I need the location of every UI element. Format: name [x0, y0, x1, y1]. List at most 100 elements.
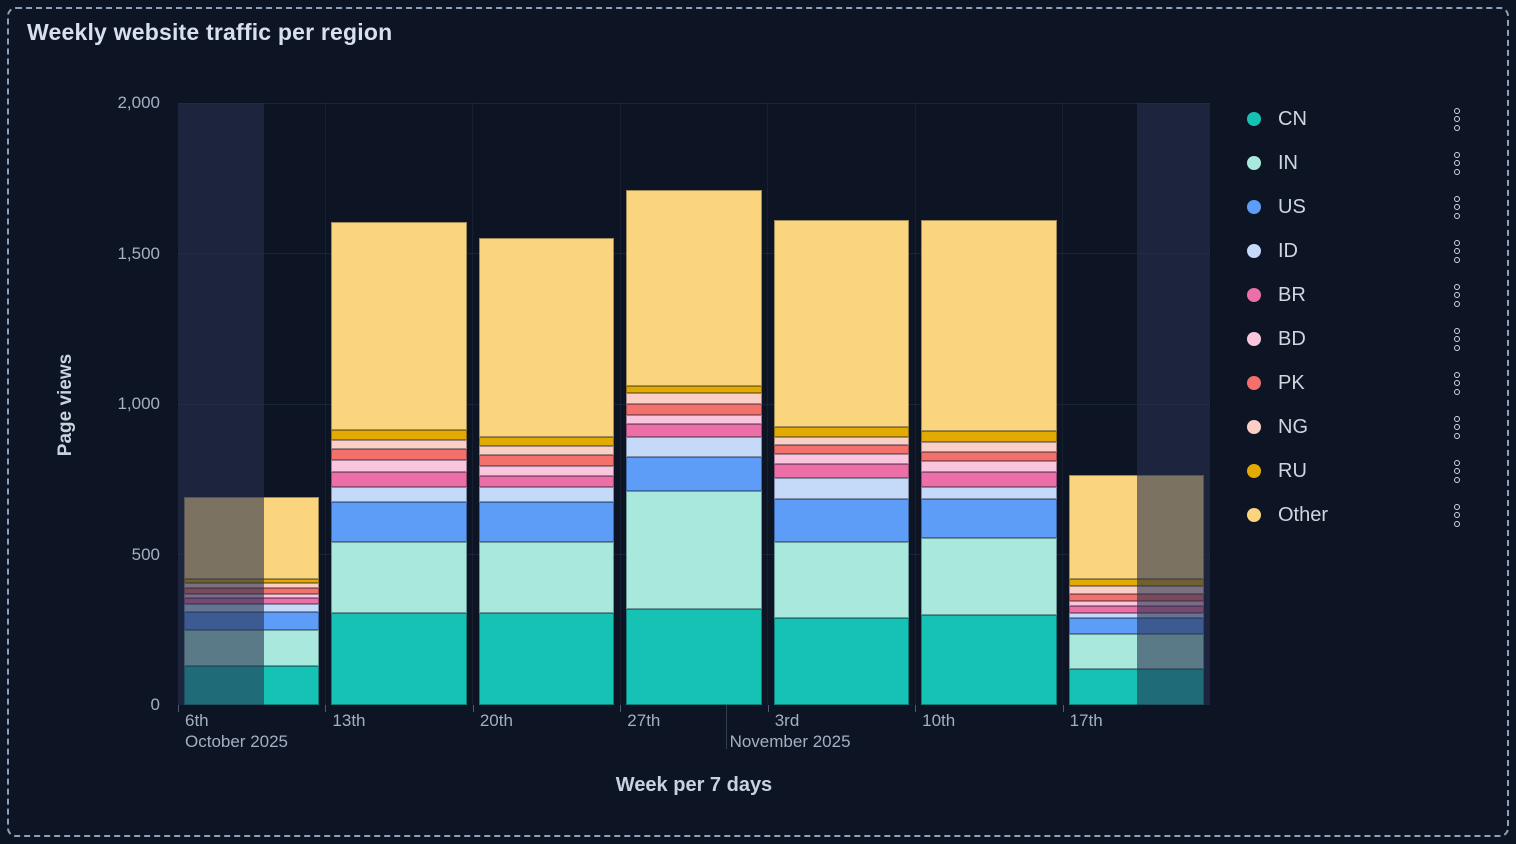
x-tick: [472, 705, 474, 712]
legend-item-RU[interactable]: RU: [1240, 449, 1468, 493]
bar-segment-US-13th[interactable]: [331, 501, 467, 543]
bar-segment-RU-3rd[interactable]: [773, 426, 910, 438]
kebab-menu-icon[interactable]: [1452, 368, 1462, 399]
bar-segment-NG-13th[interactable]: [331, 440, 467, 450]
x-tick: [915, 705, 917, 712]
legend-item-ID[interactable]: ID: [1240, 229, 1468, 273]
legend-color-dot: [1247, 508, 1261, 522]
bar-segment-PK-10th[interactable]: [921, 452, 1057, 462]
bar-segment-ID-27th[interactable]: [626, 437, 762, 457]
kebab-menu-icon[interactable]: [1452, 236, 1462, 267]
bar-segment-PK-3rd[interactable]: [773, 444, 910, 454]
out-of-range-overlay-right: [1136, 103, 1210, 705]
legend-color-dot: [1247, 200, 1261, 214]
kebab-menu-icon[interactable]: [1452, 192, 1462, 223]
month-label: November 2025: [729, 732, 851, 751]
kebab-menu-icon[interactable]: [1452, 280, 1462, 311]
bar-segment-NG-27th[interactable]: [626, 393, 762, 404]
legend-item-NG[interactable]: NG: [1240, 405, 1468, 449]
gridline-vertical: [619, 103, 621, 705]
legend-label: BD: [1278, 327, 1306, 350]
legend-item-BR[interactable]: BR: [1240, 273, 1468, 317]
legend-item-PK[interactable]: PK: [1240, 361, 1468, 405]
bar-segment-CN-10th[interactable]: [921, 614, 1057, 705]
bar-segment-BD-20th[interactable]: [478, 465, 615, 477]
bar-segment-US-3rd[interactable]: [773, 498, 910, 543]
bar-segment-US-27th[interactable]: [626, 456, 762, 492]
y-tick-label: 2,000: [117, 93, 160, 112]
legend-item-BD[interactable]: BD: [1240, 317, 1468, 361]
bar-segment-IN-27th[interactable]: [626, 491, 762, 609]
legend-color-dot: [1247, 288, 1261, 302]
x-tick: [325, 705, 327, 712]
bar-segment-ID-13th[interactable]: [331, 486, 467, 502]
bar-segment-Other-3rd[interactable]: [773, 220, 910, 427]
month-boundary-tick: [725, 705, 727, 749]
x-tick: [1062, 705, 1064, 712]
x-tick-label: 13th: [332, 711, 366, 730]
bar-segment-ID-3rd[interactable]: [773, 477, 910, 499]
x-tick-label: 3rd: [774, 711, 800, 730]
kebab-menu-icon[interactable]: [1452, 104, 1462, 135]
bar-segment-IN-3rd[interactable]: [773, 542, 910, 618]
gridline-horizontal: [178, 102, 1210, 104]
y-tick-label: 1,500: [117, 243, 160, 263]
bar-segment-PK-27th[interactable]: [626, 404, 762, 415]
bar-segment-BD-13th[interactable]: [331, 459, 467, 472]
bar-segment-BR-27th[interactable]: [626, 423, 762, 438]
kebab-menu-icon[interactable]: [1452, 324, 1462, 355]
bar-segment-ID-10th[interactable]: [921, 486, 1057, 499]
bar-segment-CN-20th[interactable]: [478, 613, 615, 705]
bar-segment-CN-3rd[interactable]: [773, 617, 910, 705]
legend-label: IN: [1278, 151, 1298, 174]
legend-item-US[interactable]: US: [1240, 185, 1468, 229]
panel-title: Weekly website traffic per region: [27, 19, 393, 45]
legend-color-dot: [1247, 112, 1261, 126]
bar-segment-ID-20th[interactable]: [478, 486, 615, 502]
bar-segment-US-10th[interactable]: [921, 498, 1057, 538]
bar-segment-BD-10th[interactable]: [921, 461, 1057, 472]
bar-segment-RU-10th[interactable]: [921, 431, 1057, 442]
bar-segment-PK-13th[interactable]: [331, 449, 467, 460]
bar-segment-BD-3rd[interactable]: [773, 453, 910, 465]
bar-segment-Other-10th[interactable]: [921, 220, 1057, 432]
bar-segment-BR-3rd[interactable]: [773, 464, 910, 478]
bar-segment-BR-13th[interactable]: [331, 471, 467, 487]
chart-plot-area[interactable]: [178, 102, 1210, 705]
bar-segment-US-20th[interactable]: [478, 501, 615, 543]
bar-segment-Other-20th[interactable]: [478, 238, 615, 438]
x-tick-label: 20th: [479, 711, 513, 730]
month-label: October 2025: [185, 732, 289, 751]
kebab-menu-icon[interactable]: [1452, 412, 1462, 443]
legend: CN IN US ID BR BD PK NG RU Other: [1240, 97, 1468, 537]
bar-segment-PK-20th[interactable]: [478, 455, 615, 466]
bar-segment-CN-13th[interactable]: [331, 613, 467, 705]
legend-label: ID: [1278, 239, 1298, 262]
legend-color-dot: [1247, 420, 1261, 434]
gridline-vertical: [472, 103, 474, 705]
bar-segment-IN-20th[interactable]: [478, 542, 615, 614]
bar-segment-RU-27th[interactable]: [626, 385, 762, 394]
x-tick: [620, 705, 622, 712]
bar-segment-RU-20th[interactable]: [478, 437, 615, 447]
kebab-menu-icon[interactable]: [1452, 500, 1462, 531]
bar-segment-Other-27th[interactable]: [626, 190, 762, 386]
bar-segment-BR-10th[interactable]: [921, 471, 1057, 487]
legend-color-dot: [1247, 464, 1261, 478]
legend-item-CN[interactable]: CN: [1240, 97, 1468, 141]
bar-segment-CN-27th[interactable]: [626, 608, 762, 705]
bar-segment-IN-10th[interactable]: [921, 537, 1057, 615]
bar-segment-Other-13th[interactable]: [331, 221, 467, 430]
bar-segment-BR-20th[interactable]: [478, 476, 615, 487]
bar-segment-NG-20th[interactable]: [478, 446, 615, 456]
bar-segment-BD-27th[interactable]: [626, 414, 762, 424]
bar-segment-NG-10th[interactable]: [921, 441, 1057, 453]
kebab-menu-icon[interactable]: [1452, 148, 1462, 179]
legend-item-IN[interactable]: IN: [1240, 141, 1468, 185]
bar-segment-IN-13th[interactable]: [331, 542, 467, 614]
legend-item-Other[interactable]: Other: [1240, 493, 1468, 537]
x-tick: [178, 705, 179, 712]
bar-segment-NG-3rd[interactable]: [773, 437, 910, 445]
kebab-menu-icon[interactable]: [1452, 456, 1462, 487]
bar-segment-RU-13th[interactable]: [331, 429, 467, 441]
